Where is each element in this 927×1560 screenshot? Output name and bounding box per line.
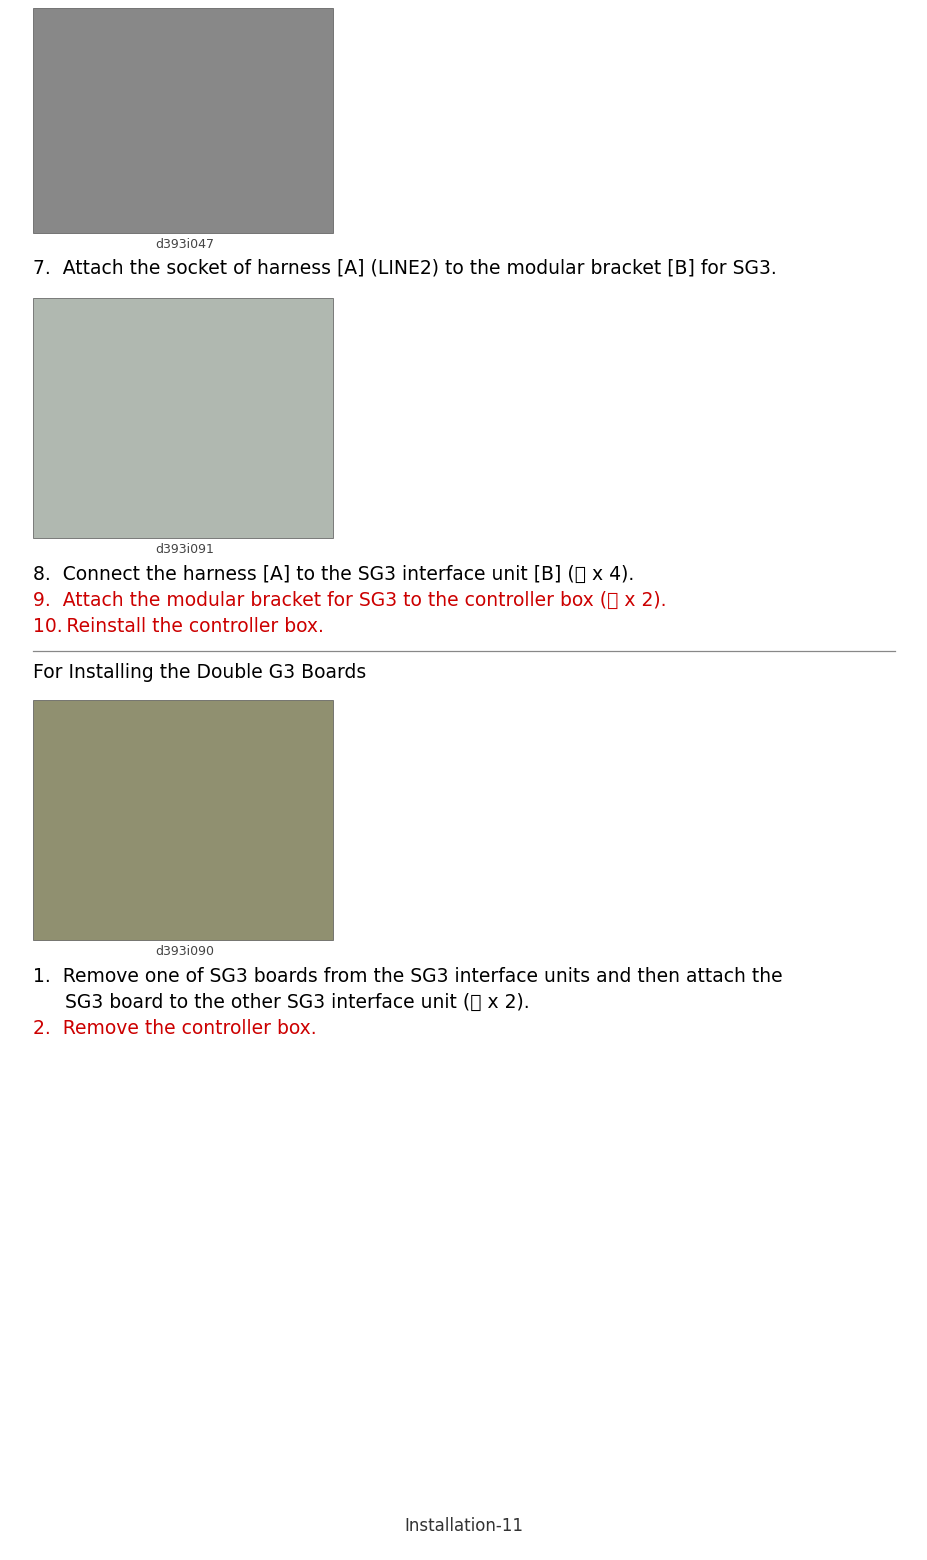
Text: SG3 board to the other SG3 interface unit (⎙ x 2).: SG3 board to the other SG3 interface uni…: [65, 994, 529, 1012]
Text: 10. Reinstall the controller box.: 10. Reinstall the controller box.: [33, 618, 324, 636]
Bar: [33, 700, 333, 941]
Text: 1.  Remove one of SG3 boards from the SG3 interface units and then attach the: 1. Remove one of SG3 boards from the SG3…: [33, 967, 781, 986]
Text: Installation-11: Installation-11: [404, 1516, 523, 1535]
Text: 8.  Connect the harness [A] to the SG3 interface unit [B] (⎙ x 4).: 8. Connect the harness [A] to the SG3 in…: [33, 565, 633, 583]
Text: d393i091: d393i091: [156, 543, 214, 555]
Text: 2.  Remove the controller box.: 2. Remove the controller box.: [33, 1019, 316, 1037]
Text: d393i047: d393i047: [156, 239, 214, 251]
Text: 7.  Attach the socket of harness [A] (LINE2) to the modular bracket [B] for SG3.: 7. Attach the socket of harness [A] (LIN…: [33, 257, 776, 278]
Text: d393i090: d393i090: [156, 945, 214, 958]
Bar: [33, 8, 333, 232]
Bar: [33, 298, 333, 538]
Text: 9.  Attach the modular bracket for SG3 to the controller box (⎙ x 2).: 9. Attach the modular bracket for SG3 to…: [33, 591, 666, 610]
Text: For Installing the Double G3 Boards: For Installing the Double G3 Boards: [33, 663, 366, 682]
